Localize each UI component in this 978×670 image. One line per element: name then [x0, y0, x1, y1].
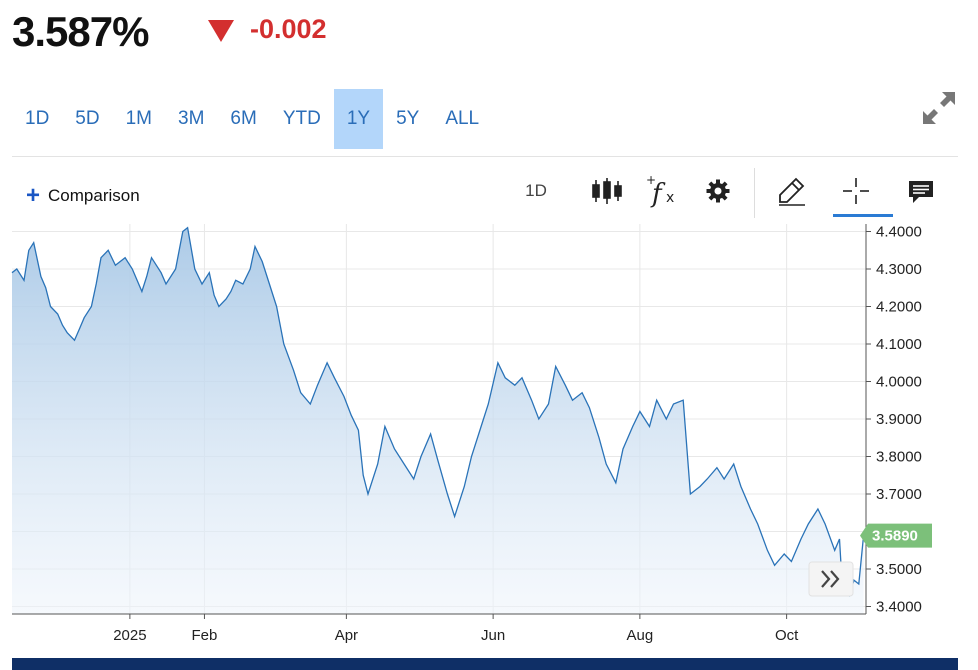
range-6m[interactable]: 6M [230, 108, 257, 129]
range-1m[interactable]: 1M [125, 108, 152, 129]
y-tick-label: 3.9000 [876, 411, 922, 428]
y-tick-label: 3.4000 [876, 599, 922, 616]
x-tick-label: Oct [775, 627, 799, 644]
x-tick-label: Feb [192, 627, 218, 644]
svg-text:+: + [646, 174, 656, 187]
footer-bar [12, 658, 958, 670]
range-5y[interactable]: 5Y [396, 108, 420, 129]
x-tick-label: Aug [627, 627, 654, 644]
x-axis-ticks: 2025 Feb Apr Jun Aug Oct [113, 614, 799, 644]
svg-text:f: f [650, 179, 666, 208]
y-tick-label: 4.1000 [876, 336, 922, 353]
range-1y[interactable]: 1Y [333, 89, 384, 149]
range-1d[interactable]: 1D [25, 108, 50, 129]
toolbar-separator [754, 168, 755, 218]
function-icon[interactable]: + f x [644, 174, 680, 208]
svg-text:x: x [666, 190, 674, 206]
y-tick-label: 4.4000 [876, 224, 922, 241]
y-tick-label: 4.3000 [876, 261, 922, 278]
current-value-marker: 3.5890 [860, 523, 932, 548]
range-ytd[interactable]: YTD [282, 108, 321, 129]
y-tick-label: 4.0000 [876, 374, 922, 391]
y-tick-label: 4.2000 [876, 299, 922, 316]
y-tick-label: 3.8000 [876, 449, 922, 466]
scroll-right-button[interactable] [808, 561, 854, 597]
chart-series-line [11, 226, 865, 597]
comparison-button[interactable]: + Comparison [26, 184, 140, 208]
range-all[interactable]: ALL [445, 108, 480, 129]
y-tick-label: 3.5000 [876, 561, 922, 578]
gear-icon[interactable] [704, 174, 732, 208]
triangle-down-icon [208, 19, 234, 42]
plus-icon: + [26, 182, 41, 209]
comment-icon[interactable] [906, 174, 936, 208]
x-tick-label: Apr [335, 627, 358, 644]
change-indicator: -0.002 [208, 14, 327, 45]
chart-area-fill [12, 227, 864, 614]
current-value-label: 3.5890 [872, 528, 918, 545]
change-value: -0.002 [250, 14, 327, 44]
toolbar-divider [12, 156, 958, 157]
crosshair-active-indicator [833, 214, 893, 217]
x-tick-label: 2025 [113, 627, 146, 644]
comparison-label: Comparison [48, 186, 140, 205]
interval-selector[interactable]: 1D [525, 181, 547, 200]
pencil-icon[interactable] [774, 174, 808, 208]
range-3m[interactable]: 3M [178, 108, 205, 129]
range-selector: 1D 5D 1M 3M 6M YTD 1Y 5Y ALL [12, 89, 492, 149]
y-tick-label: 3.7000 [876, 486, 922, 503]
y-axis-ticks: 4.4000 4.3000 4.2000 4.1000 4.0000 3.9000 3.80… [866, 224, 922, 616]
yield-chart[interactable]: 4.4000 4.3000 4.2000 4.1000 4.0000 3.9000 3.80… [0, 224, 978, 654]
crosshair-icon[interactable] [840, 174, 872, 208]
chevron-double-right-icon [821, 570, 840, 588]
price: 3.587% [12, 8, 149, 55]
candlestick-icon[interactable] [590, 174, 624, 208]
range-5d[interactable]: 5D [75, 108, 100, 129]
x-tick-label: Jun [481, 627, 505, 644]
expand-icon[interactable] [920, 89, 958, 127]
